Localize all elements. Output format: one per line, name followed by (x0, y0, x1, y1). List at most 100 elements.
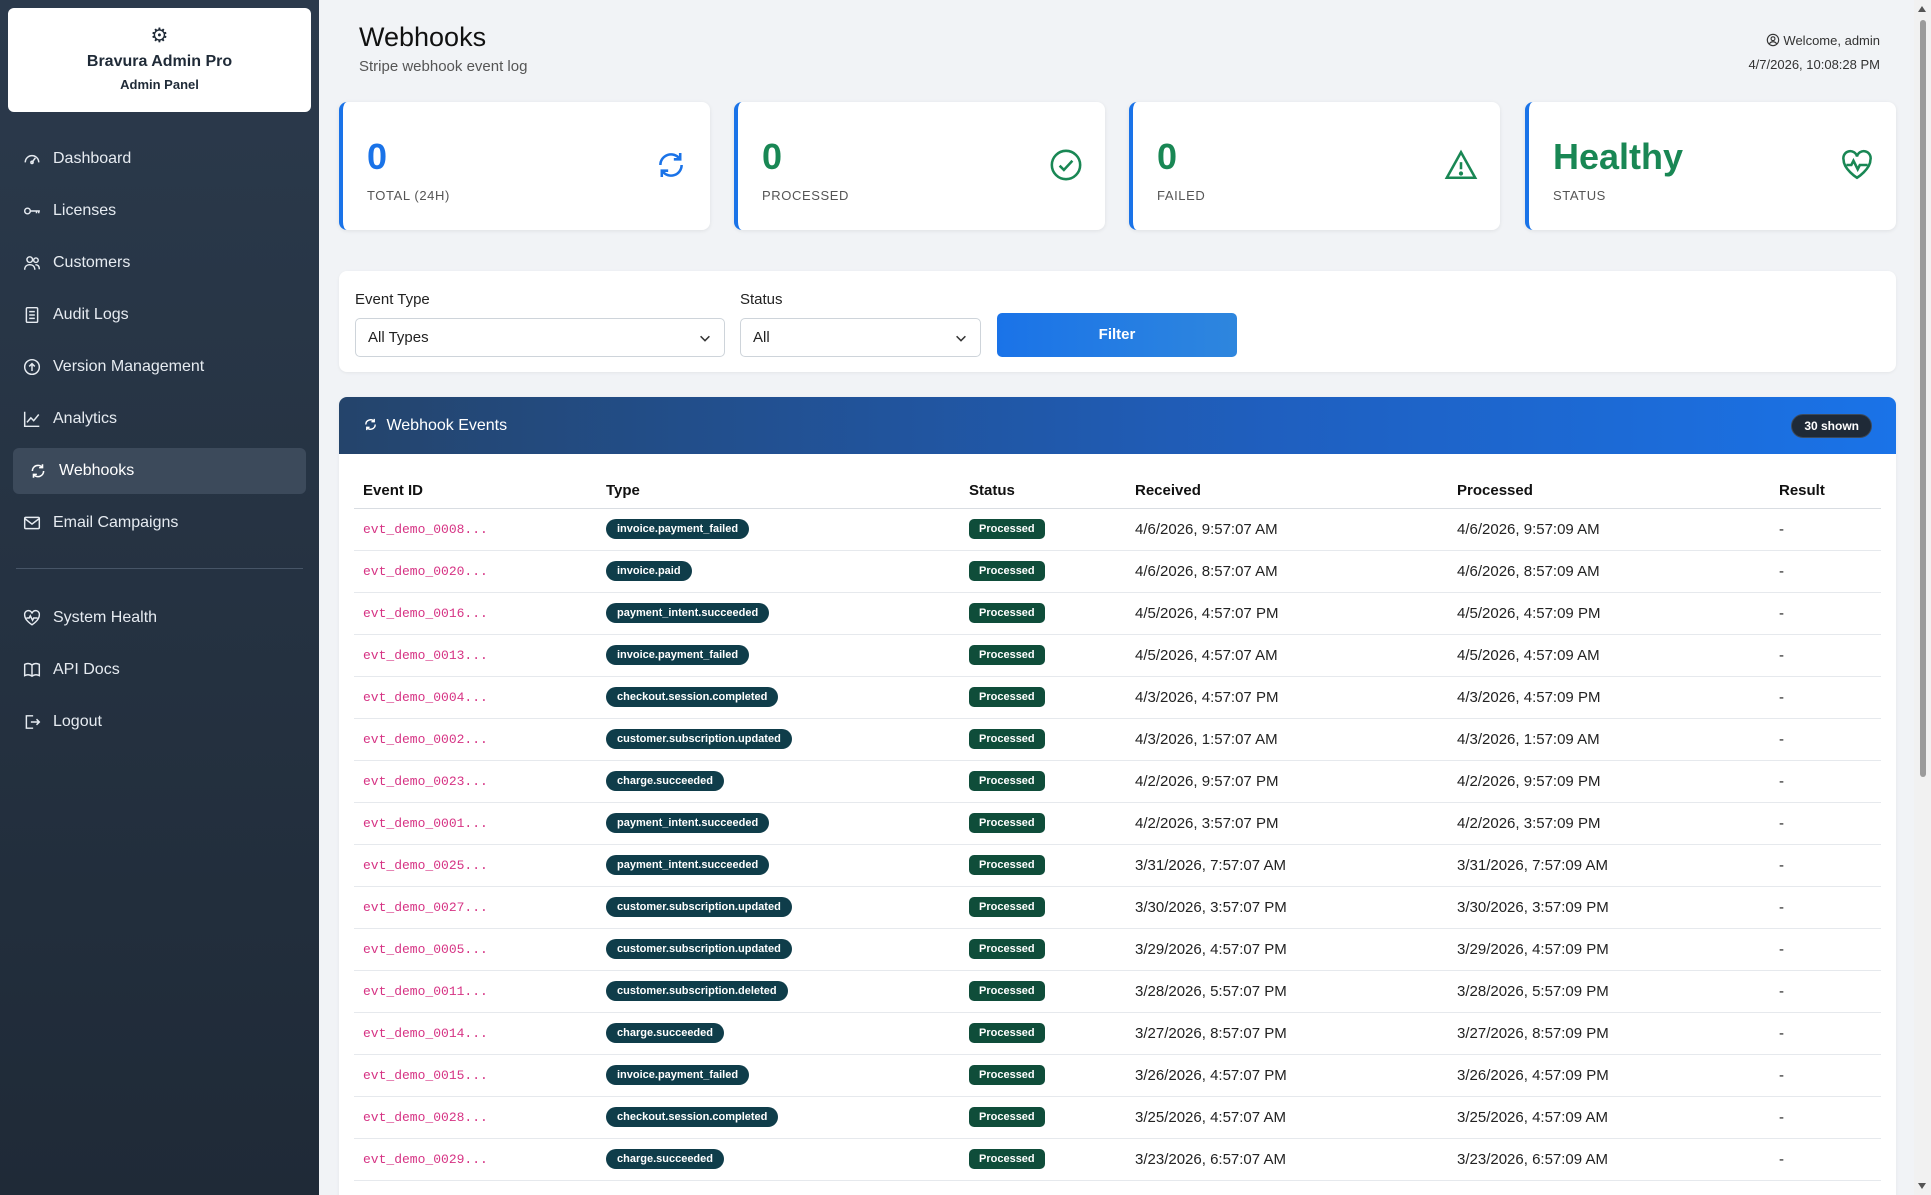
type-cell: checkout.session.completed (597, 676, 960, 719)
column-header-type[interactable]: Type (597, 474, 960, 509)
processed-cell: 3/23/2026, 6:57:09 AM (1448, 1138, 1770, 1181)
sidebar-item-customers[interactable]: Customers (13, 240, 306, 286)
type-cell: payment_intent.succeeded (597, 592, 960, 635)
sidebar-item-licenses[interactable]: Licenses (13, 188, 306, 234)
result-cell: - (1770, 928, 1881, 971)
table-row[interactable]: evt_demo_0001... payment_intent.succeeded… (354, 802, 1881, 845)
refresh-icon (31, 464, 45, 478)
sidebar-item-analytics[interactable]: Analytics (13, 396, 306, 442)
status-badge: Processed (969, 939, 1045, 959)
sidebar-item-label: System Health (53, 609, 158, 626)
sidebar-item-logout[interactable]: Logout (13, 699, 306, 745)
webhook-events-title-text: Webhook Events (386, 417, 508, 434)
column-header-received[interactable]: Received (1126, 474, 1448, 509)
table-row[interactable]: evt_demo_0028... checkout.session.complet… (354, 1096, 1881, 1139)
event-type-badge: charge.succeeded (606, 771, 724, 791)
table-row[interactable]: evt_demo_0023... charge.succeeded Processe… (354, 760, 1881, 803)
filter-button[interactable]: Filter (997, 313, 1237, 357)
event-id-link[interactable]: evt_demo_0029... (354, 1138, 597, 1181)
page-header: Webhooks Stripe webhook event log Welcom… (339, 0, 1914, 100)
status-cell: Processed (960, 886, 1126, 929)
event-id-link[interactable]: evt_demo_0008... (354, 508, 597, 551)
table-row[interactable]: evt_demo_0013... invoice.payment_failed Pr… (354, 634, 1881, 677)
column-header-result[interactable]: Result (1770, 474, 1881, 509)
event-id-link[interactable]: evt_demo_0013... (354, 634, 597, 677)
type-cell: checkout.session.completed (597, 1096, 960, 1139)
sidebar-item-version-management[interactable]: Version Management (13, 344, 306, 390)
event-id-link[interactable]: evt_demo_0004... (354, 676, 597, 719)
result-cell: - (1770, 676, 1881, 719)
users-icon (23, 256, 41, 270)
event-id-link[interactable]: evt_demo_0014... (354, 1012, 597, 1055)
result-cell: - (1770, 592, 1881, 635)
sidebar-item-email-campaigns[interactable]: Email Campaigns (13, 500, 306, 546)
event-type-badge: payment_intent.succeeded (606, 603, 770, 623)
column-header-processed[interactable]: Processed (1448, 474, 1770, 509)
event-type-badge: checkout.session.completed (606, 687, 779, 707)
status-cell: Processed (960, 1096, 1126, 1139)
processed-cell: 4/6/2026, 8:57:09 AM (1448, 550, 1770, 593)
table-row[interactable]: evt_demo_0025... payment_intent.succeeded… (354, 844, 1881, 887)
status-cell: Processed (960, 760, 1126, 803)
journal-icon (25, 306, 39, 324)
event-id-link[interactable]: evt_demo_0005... (354, 928, 597, 971)
event-id-link[interactable]: evt_demo_0015... (354, 1054, 597, 1097)
sidebar: ⚙ Bravura Admin Pro Admin Panel Dashboar… (0, 0, 319, 1195)
event-id-link[interactable]: evt_demo_0016... (354, 592, 597, 635)
sidebar-nav-secondary: System Health API Docs Logout (0, 595, 319, 745)
event-type-badge: customer.subscription.updated (606, 897, 792, 917)
event-type-badge: charge.succeeded (606, 1149, 724, 1169)
received-cell: 4/6/2026, 8:57:07 AM (1126, 550, 1448, 593)
received-cell: 3/30/2026, 3:57:07 PM (1126, 886, 1448, 929)
refresh-icon (659, 152, 683, 178)
shown-count-badge: 30 shown (1791, 414, 1872, 438)
status-select[interactable]: All (740, 318, 981, 357)
event-type-select[interactable]: All Types (355, 318, 725, 357)
table-row[interactable]: evt_demo_0029... charge.succeeded Processe… (354, 1138, 1881, 1181)
sidebar-item-webhooks[interactable]: Webhooks (13, 448, 306, 494)
table-row[interactable]: evt_demo_0002... customer.subscription.up… (354, 718, 1881, 761)
column-header-status[interactable]: Status (960, 474, 1126, 509)
status-badge: Processed (969, 1023, 1045, 1043)
table-row[interactable]: evt_demo_0027... customer.subscription.up… (354, 886, 1881, 929)
event-id-link[interactable]: evt_demo_0028... (354, 1096, 597, 1139)
table-row[interactable]: evt_demo_0015... invoice.payment_failed Pr… (354, 1054, 1881, 1097)
received-cell: 4/3/2026, 4:57:07 PM (1126, 676, 1448, 719)
table-row[interactable]: evt_demo_0004... checkout.session.complet… (354, 676, 1881, 719)
event-id-link[interactable]: evt_demo_0011... (354, 970, 597, 1013)
column-header-event-id[interactable]: Event ID (354, 474, 597, 509)
event-id-link[interactable]: evt_demo_0001... (354, 802, 597, 845)
status-badge: Processed (969, 897, 1045, 917)
filter-panel: Event Type All Types Status All Filter (339, 271, 1896, 372)
status-badge: Processed (969, 729, 1045, 749)
sidebar-item-label: Email Campaigns (53, 514, 179, 531)
stat-label: PROCESSED (762, 188, 850, 203)
page-scrollbar[interactable] (1914, 0, 1931, 1195)
result-cell: - (1770, 760, 1881, 803)
result-cell: - (1770, 970, 1881, 1013)
table-row[interactable]: evt_demo_0020... invoice.paid Processed 4/6… (354, 550, 1881, 593)
webhook-events-panel: Webhook Events 30 shown Event ID Type St… (339, 397, 1896, 1195)
sidebar-item-dashboard[interactable]: Dashboard (13, 136, 306, 182)
event-id-link[interactable]: evt_demo_0025... (354, 844, 597, 887)
received-cell: 3/27/2026, 8:57:07 PM (1126, 1012, 1448, 1055)
event-id-link[interactable]: evt_demo_0002... (354, 718, 597, 761)
table-row[interactable]: evt_demo_0011... customer.subscription.de… (354, 970, 1881, 1013)
stat-value: 0 (762, 136, 783, 177)
scrollbar-thumb[interactable] (1920, 20, 1926, 777)
status-badge: Processed (969, 1065, 1045, 1085)
page-subtitle: Stripe webhook event log (359, 58, 528, 75)
sidebar-item-api-docs[interactable]: API Docs (13, 647, 306, 693)
table-row[interactable]: evt_demo_0008... invoice.payment_failed Pr… (354, 508, 1881, 551)
scroll-down-arrow[interactable] (1918, 1183, 1926, 1189)
table-row[interactable]: evt_demo_0014... charge.succeeded Processe… (354, 1012, 1881, 1055)
table-header-row: Event ID Type Status Received Processed … (354, 474, 1881, 509)
table-row[interactable]: evt_demo_0005... customer.subscription.up… (354, 928, 1881, 971)
event-id-link[interactable]: evt_demo_0027... (354, 886, 597, 929)
sidebar-item-audit-logs[interactable]: Audit Logs (13, 292, 306, 338)
table-row[interactable]: evt_demo_0016... payment_intent.succeeded… (354, 592, 1881, 635)
sidebar-item-system-health[interactable]: System Health (13, 595, 306, 641)
scroll-up-arrow[interactable] (1918, 6, 1926, 12)
event-id-link[interactable]: evt_demo_0020... (354, 550, 597, 593)
event-id-link[interactable]: evt_demo_0023... (354, 760, 597, 803)
